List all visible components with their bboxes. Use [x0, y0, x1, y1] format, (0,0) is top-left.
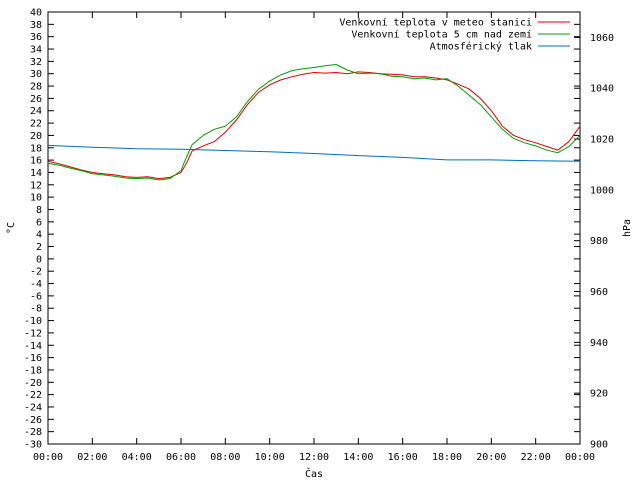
y-tick-label: 6: [36, 217, 42, 228]
y-tick-label: 2: [36, 242, 42, 253]
y-tick-label: 26: [30, 94, 42, 105]
x-tick-label: 00:00: [33, 452, 63, 463]
x-tick-label: 14:00: [343, 452, 373, 463]
y2-tick-label: 1020: [590, 135, 614, 146]
y2-axis-label: hPa: [622, 219, 633, 237]
y-tick-label: -20: [24, 378, 42, 389]
y-tick-label: -14: [24, 341, 42, 352]
y-axis-label: °C: [6, 222, 17, 234]
x-tick-label: 20:00: [476, 452, 506, 463]
y-tick-label: -22: [24, 390, 42, 401]
y-tick-label: -4: [30, 279, 42, 290]
legend-label-3: Atmosférický tlak: [430, 41, 532, 53]
y-tick-label: 30: [30, 69, 42, 80]
y2-tick-label: 960: [590, 287, 608, 298]
y2-tick-label: 1060: [590, 33, 614, 44]
y-tick-label: -8: [30, 304, 42, 315]
y-tick-label: -28: [24, 427, 42, 438]
y-tick-label: -10: [24, 316, 42, 327]
x-tick-label: 22:00: [521, 452, 551, 463]
y-tick-label: 32: [30, 57, 42, 68]
y-tick-label: 40: [30, 8, 42, 19]
y-tick-label: 34: [30, 45, 42, 56]
y-tick-label: 36: [30, 32, 42, 43]
y-tick-label: 28: [30, 82, 42, 93]
y2-tick-label: 980: [590, 236, 608, 247]
y-tick-label: 20: [30, 131, 42, 142]
y-tick-label: 24: [30, 106, 42, 117]
series-line-1: [47, 71, 581, 180]
y-tick-label: 22: [30, 119, 42, 130]
series-line-2: [47, 63, 581, 181]
x-tick-label: 02:00: [77, 452, 107, 463]
x-tick-label: 18:00: [432, 452, 462, 463]
y-tick-label: -30: [24, 440, 42, 451]
x-tick-label: 16:00: [388, 452, 418, 463]
legend-label-2: Venkovní teplota 5 cm nad zemí: [351, 29, 532, 41]
x-tick-label: 04:00: [122, 452, 152, 463]
y2-tick-label: 900: [590, 440, 608, 451]
y-tick-label: 18: [30, 143, 42, 154]
right-axis-ticks: 900 920 940 960 980 1000 1020 1040 1060: [574, 33, 614, 451]
y-tick-label: -6: [30, 291, 42, 302]
y-tick-label: -2: [30, 267, 42, 278]
y-tick-label: 16: [30, 156, 42, 167]
y2-tick-label: 1000: [590, 185, 614, 196]
y-tick-label: 12: [30, 180, 42, 191]
y-tick-label: -12: [24, 328, 42, 339]
series-line-3: [47, 144, 581, 162]
y-tick-label: -24: [24, 402, 42, 413]
y-tick-label: 10: [30, 193, 42, 204]
legend: Venkovní teplota v meteo staniciVenkovní…: [339, 17, 570, 53]
x-tick-label: 06:00: [166, 452, 196, 463]
y-tick-label: 14: [30, 168, 42, 179]
x-tick-label: 08:00: [210, 452, 240, 463]
y2-tick-label: 940: [590, 338, 608, 349]
x-tick-label: 10:00: [255, 452, 285, 463]
legend-label-1: Venkovní teplota v meteo stanici: [339, 17, 532, 29]
y2-tick-label: 1040: [590, 84, 614, 95]
y-tick-label: 8: [36, 205, 42, 216]
x-axis-ticks: 00:00 02:00 04:00 06:00 08:00 10:00 12:00 14:00…: [33, 12, 595, 463]
y-tick-label: 0: [36, 254, 42, 265]
y-tick-label: -16: [24, 353, 42, 364]
plot-frame: [47, 11, 581, 445]
x-tick-label: 12:00: [299, 452, 329, 463]
left-axis-ticks: -30-28-26-24-22-20-18-16-14-12-10-8-6-4-…: [24, 8, 580, 451]
y-tick-label: 4: [36, 230, 42, 241]
x-axis-label: Čas: [305, 467, 323, 480]
y-tick-label: -26: [24, 415, 42, 426]
y-tick-label: -18: [24, 365, 42, 376]
x-tick-label: 00:00: [565, 452, 595, 463]
y2-tick-label: 920: [590, 389, 608, 400]
series-lines: [47, 63, 581, 181]
y-tick-label: 38: [30, 20, 42, 31]
